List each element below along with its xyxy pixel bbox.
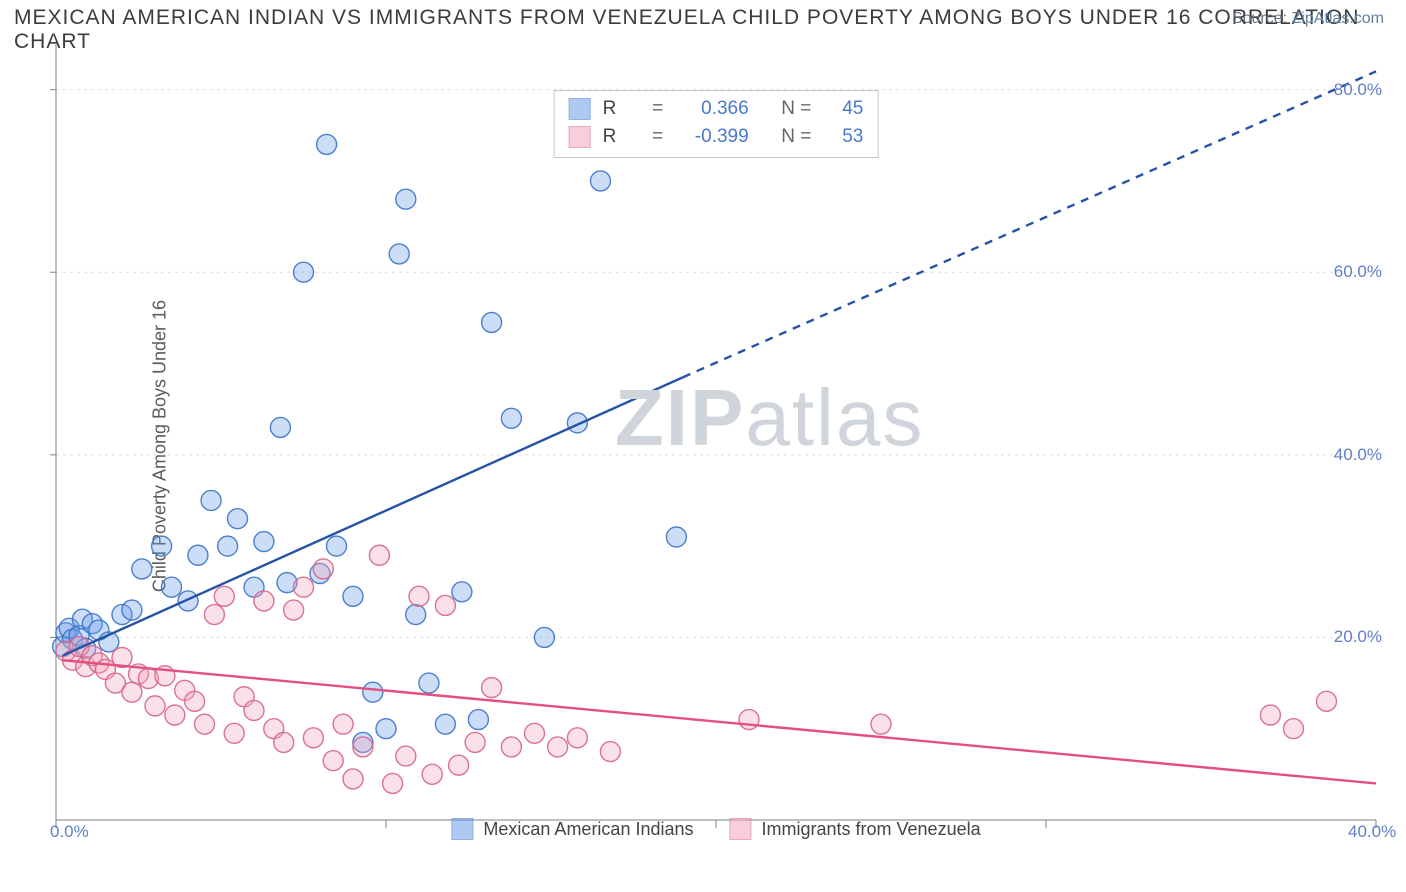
n-value: 45 (823, 95, 863, 123)
chart-svg (46, 44, 1386, 840)
legend-series-item: Mexican American Indians (451, 818, 693, 840)
n-label: N = (771, 123, 812, 151)
legend-series-label: Mexican American Indians (483, 819, 693, 840)
plot-area: ZIPatlas R=0.366 N =45R=-0.399 N =53 Mex… (46, 44, 1386, 840)
source-link[interactable]: ZipAtlas.com (1292, 10, 1384, 27)
legend-swatch (451, 818, 473, 840)
r-label: R (603, 123, 637, 151)
n-value: 53 (823, 123, 863, 151)
source-label: Source: (1232, 10, 1292, 27)
r-value: 0.366 (679, 95, 749, 123)
y-tick-label: 40.0% (1334, 445, 1382, 465)
legend-series-item: Immigrants from Venezuela (730, 818, 981, 840)
y-tick-label: 60.0% (1334, 262, 1382, 282)
y-tick-label: 20.0% (1334, 627, 1382, 647)
eq-sign: = (649, 123, 667, 151)
legend-swatch (569, 98, 591, 120)
legend-series: Mexican American Indians Immigrants from … (451, 818, 980, 840)
n-label: N = (771, 95, 812, 123)
legend-series-label: Immigrants from Venezuela (762, 819, 981, 840)
legend-correlation-row: R = 0.366 N = 45 (569, 95, 864, 123)
legend-swatch (730, 818, 752, 840)
legend-correlation: R = 0.366 N = 45 R = -0.399 N = 53 (554, 90, 879, 158)
r-value: -0.399 (679, 123, 749, 151)
source-citation: Source: ZipAtlas.com (1232, 10, 1384, 28)
chart-container: MEXICAN AMERICAN INDIAN VS IMMIGRANTS FR… (0, 0, 1406, 892)
y-tick-label: 80.0% (1334, 80, 1382, 100)
eq-sign: = (649, 95, 667, 123)
x-tick-label: 0.0% (50, 822, 89, 842)
legend-swatch (569, 126, 591, 148)
r-label: R (603, 95, 637, 123)
x-tick-label: 40.0% (1348, 822, 1396, 842)
legend-correlation-row: R = -0.399 N = 53 (569, 123, 864, 151)
